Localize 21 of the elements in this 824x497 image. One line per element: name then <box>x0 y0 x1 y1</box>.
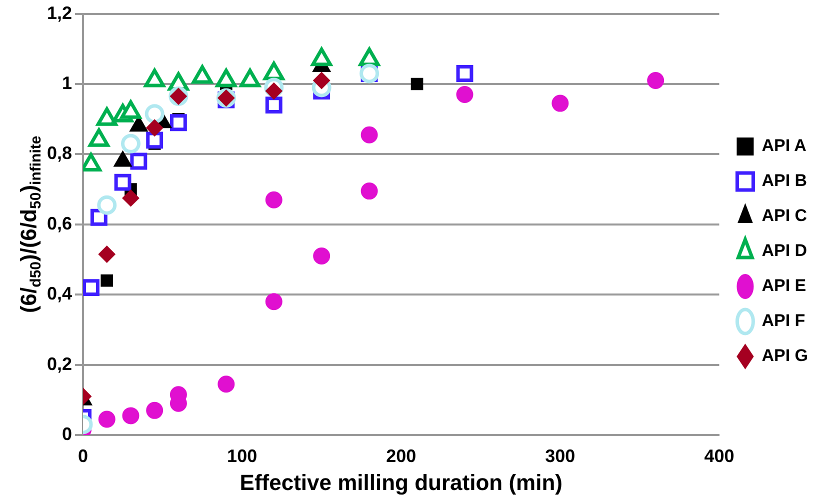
x-axis-title: Effective milling duration (min) <box>240 470 562 495</box>
y-tick-label: 0,4 <box>46 284 72 304</box>
legend-label: API B <box>762 171 808 190</box>
y-tick-label: 1 <box>62 72 72 93</box>
y-tick-label: 1,2 <box>46 2 72 23</box>
x-tick-label: 400 <box>704 446 734 466</box>
legend-label: API D <box>762 241 808 260</box>
x-tick-label: 0 <box>78 446 88 466</box>
y-tick-label: 0,2 <box>46 354 72 374</box>
x-tick-label: 200 <box>386 446 416 466</box>
y-tick-label: 0,8 <box>46 143 72 164</box>
legend-label: API A <box>762 136 806 156</box>
legend-label: API G <box>762 346 808 366</box>
y-tick-label: 0 <box>62 424 72 444</box>
x-tick-label: 300 <box>545 446 576 466</box>
legend-label: API F <box>762 311 806 330</box>
legend-label: API C <box>762 206 808 226</box>
legend-label: API E <box>762 276 806 296</box>
y-axis-title: (6/d50)/(6/d50)infinite <box>16 136 45 314</box>
x-tick-label: 100 <box>227 446 258 466</box>
y-tick-label: 0,6 <box>46 213 72 234</box>
